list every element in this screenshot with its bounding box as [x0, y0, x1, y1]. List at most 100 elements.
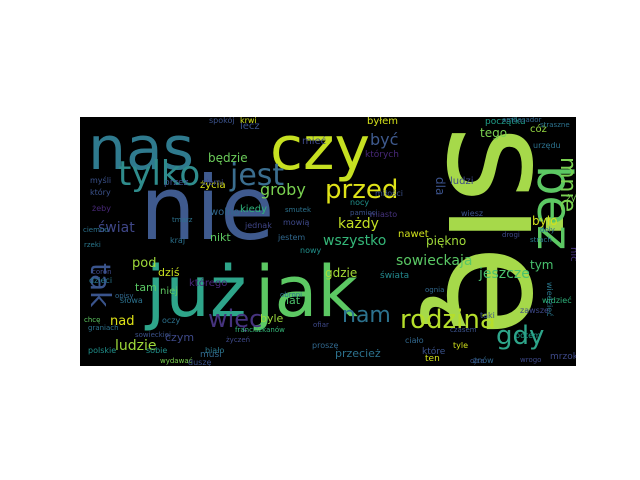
- cloud-word: polskie: [88, 346, 117, 355]
- cloud-word: życie: [566, 194, 576, 204]
- cloud-word: nocy: [350, 198, 370, 207]
- cloud-word: drogi: [502, 231, 520, 239]
- cloud-word: już: [146, 251, 247, 333]
- cloud-word: strach: [530, 236, 552, 244]
- cloud-word: którego: [189, 278, 228, 289]
- cloud-word: kraj: [170, 236, 186, 245]
- cloud-word: przez: [164, 178, 189, 188]
- cloud-word: nawet: [398, 229, 429, 240]
- cloud-word: być: [370, 130, 399, 149]
- cloud-word: coron: [92, 268, 112, 276]
- cloud-word: które: [422, 347, 446, 357]
- cloud-word: dzieci: [89, 276, 113, 285]
- cloud-word: każdy: [338, 216, 379, 232]
- cloud-word: ofiar: [313, 321, 329, 329]
- cloud-word: tylko: [118, 154, 201, 194]
- cloud-word: niej: [160, 286, 179, 297]
- cloud-word: będzie: [208, 151, 248, 165]
- cloud-word: dla: [433, 177, 447, 196]
- cloud-word: wydawać: [160, 357, 193, 365]
- cloud-word: gdy: [496, 321, 545, 351]
- cloud-word: wrogo: [520, 356, 542, 364]
- cloud-word: musi: [200, 350, 222, 360]
- cloud-word: żeby: [92, 204, 111, 213]
- cloud-word: doły: [540, 226, 555, 234]
- cloud-word: jak: [255, 251, 358, 333]
- cloud-word: urzędu: [533, 141, 561, 150]
- cloud-word: ludzi: [450, 176, 474, 187]
- cloud-word: ognia: [425, 286, 445, 294]
- cloud-word: ziemi: [202, 178, 224, 187]
- cloud-word: lecz: [240, 121, 260, 132]
- cloud-word: miłości: [375, 189, 403, 198]
- cloud-word: dziś: [158, 266, 180, 279]
- cloud-word: ten: [425, 354, 440, 364]
- cloud-word: graniach: [88, 324, 119, 332]
- cloud-word: czasem: [450, 326, 477, 334]
- cloud-word: nam: [342, 303, 391, 328]
- cloud-word: wszystko: [323, 233, 387, 249]
- cloud-word: obroni: [280, 291, 303, 299]
- cloud-word: groby: [260, 180, 306, 199]
- cloud-word: biało: [205, 346, 225, 355]
- cloud-word: sowieckiej: [135, 331, 172, 339]
- cloud-word: słowa: [120, 296, 143, 305]
- cloud-word: straszne: [540, 121, 570, 129]
- cloud-word: widzieć: [542, 296, 572, 305]
- cloud-word: taki: [480, 311, 495, 320]
- cloud-word: mowią: [283, 218, 310, 227]
- cloud-word: tyle: [453, 341, 469, 350]
- cloud-word: świata: [380, 271, 410, 281]
- cloud-word: wiesz: [461, 209, 484, 218]
- cloud-word: proszę: [312, 341, 339, 350]
- cloud-word: duszę: [188, 358, 212, 367]
- cloud-word: było: [532, 214, 558, 228]
- cloud-word: ambasador: [502, 117, 542, 124]
- cloud-word: rzeki: [84, 241, 101, 249]
- cloud-word: jednak: [245, 221, 272, 230]
- cloud-word: który: [90, 188, 111, 197]
- cloud-word: rodzina: [400, 305, 496, 335]
- cloud-word: więc: [208, 305, 263, 333]
- cloud-word: nic: [568, 247, 576, 262]
- cloud-word: znów: [473, 356, 494, 365]
- cloud-word: przed: [325, 175, 399, 205]
- cloud-word: ciemno: [83, 226, 109, 234]
- cloud-word: cóż: [530, 124, 547, 135]
- cloud-word: gdzie: [325, 266, 358, 280]
- cloud-word: oczy: [162, 316, 181, 325]
- cloud-word: miasto: [370, 210, 398, 219]
- cloud-word: nikt: [210, 231, 231, 244]
- cloud-word: potem: [515, 331, 541, 340]
- cloud-word: jest: [230, 158, 285, 193]
- cloud-word: sowieckaja: [396, 253, 473, 269]
- cloud-word: chcę: [84, 316, 101, 324]
- cloud-word: ludzie: [115, 338, 157, 354]
- cloud-word: smutek: [285, 206, 312, 214]
- cloud-word: spokój: [209, 117, 235, 125]
- cloud-word: przecież: [335, 347, 381, 360]
- cloud-word: zawsze: [520, 306, 549, 315]
- cloud-word: tmarz: [172, 216, 193, 224]
- cloud-word: których: [365, 150, 399, 160]
- cloud-word: franciszkanów: [235, 326, 285, 334]
- cloud-word: czym: [165, 331, 195, 344]
- cloud-word: pamięci: [350, 209, 378, 217]
- cloud-word: nad: [110, 314, 135, 329]
- cloud-word: sobie: [146, 346, 168, 355]
- cloud-word: życia: [200, 180, 226, 191]
- cloud-word: opisy: [115, 292, 134, 300]
- cloud-word: kiedy: [240, 204, 267, 215]
- cloud-word: nas: [88, 117, 195, 184]
- cloud-word: mrzok: [550, 352, 576, 362]
- cloud-word: piękno: [426, 234, 467, 248]
- cloud-word: wolno: [210, 207, 240, 218]
- cloud-word: mieć: [302, 136, 327, 147]
- cloud-word: jeszcze: [479, 266, 530, 282]
- cloud-word: świat: [98, 220, 135, 236]
- cloud-word: ciało: [405, 336, 424, 345]
- cloud-word: myśli: [90, 176, 112, 185]
- cloud-word: ojca: [470, 357, 485, 365]
- cloud-word: życzeń: [226, 336, 251, 344]
- cloud-word: byle: [260, 312, 284, 325]
